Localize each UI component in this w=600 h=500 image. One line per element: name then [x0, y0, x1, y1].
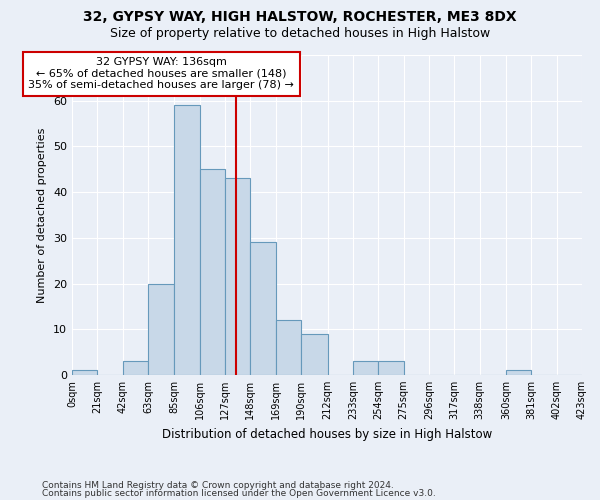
- Bar: [378, 362, 404, 375]
- Bar: [250, 242, 276, 375]
- Bar: [506, 370, 532, 375]
- Bar: [225, 178, 250, 375]
- Text: 32, GYPSY WAY, HIGH HALSTOW, ROCHESTER, ME3 8DX: 32, GYPSY WAY, HIGH HALSTOW, ROCHESTER, …: [83, 10, 517, 24]
- Bar: [301, 334, 328, 375]
- Text: Contains HM Land Registry data © Crown copyright and database right 2024.: Contains HM Land Registry data © Crown c…: [42, 481, 394, 490]
- Bar: [122, 362, 148, 375]
- Text: Contains public sector information licensed under the Open Government Licence v3: Contains public sector information licen…: [42, 488, 436, 498]
- Bar: [353, 362, 378, 375]
- Y-axis label: Number of detached properties: Number of detached properties: [37, 128, 47, 302]
- Bar: [276, 320, 301, 375]
- Bar: [148, 284, 175, 375]
- Bar: [72, 370, 97, 375]
- Bar: [175, 106, 200, 375]
- X-axis label: Distribution of detached houses by size in High Halstow: Distribution of detached houses by size …: [162, 428, 492, 440]
- Bar: [200, 170, 225, 375]
- Text: Size of property relative to detached houses in High Halstow: Size of property relative to detached ho…: [110, 28, 490, 40]
- Text: 32 GYPSY WAY: 136sqm
← 65% of detached houses are smaller (148)
35% of semi-deta: 32 GYPSY WAY: 136sqm ← 65% of detached h…: [28, 58, 294, 90]
